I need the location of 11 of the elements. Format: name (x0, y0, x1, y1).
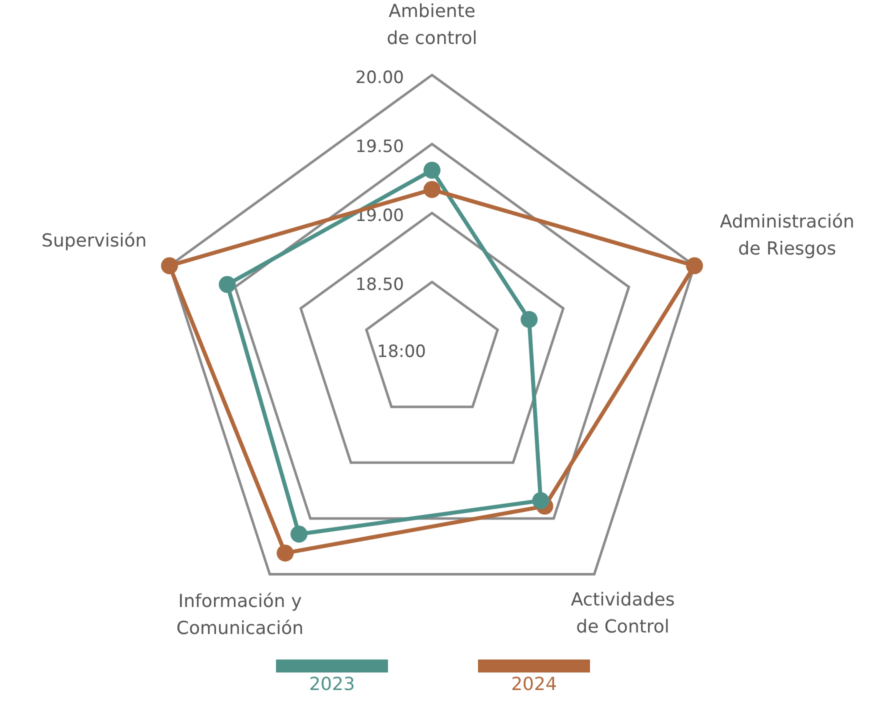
y-tick-label: 18:00 (377, 342, 426, 362)
text: 2023 (309, 674, 355, 695)
y-tick-label: 18.50 (355, 275, 404, 295)
spoke-label: Información y Comunicación (176, 591, 304, 640)
spoke-label: Supervisión (42, 230, 147, 252)
y-tick-label: 19.50 (355, 137, 404, 157)
spoke-label: Administración de Riesgos (720, 212, 854, 260)
spoke-label: Actividades de Control (570, 590, 675, 638)
spoke-label: Ambiente de control (386, 1, 478, 49)
y-tick-label: 20.00 (355, 68, 404, 88)
text: 2024 (511, 674, 557, 695)
